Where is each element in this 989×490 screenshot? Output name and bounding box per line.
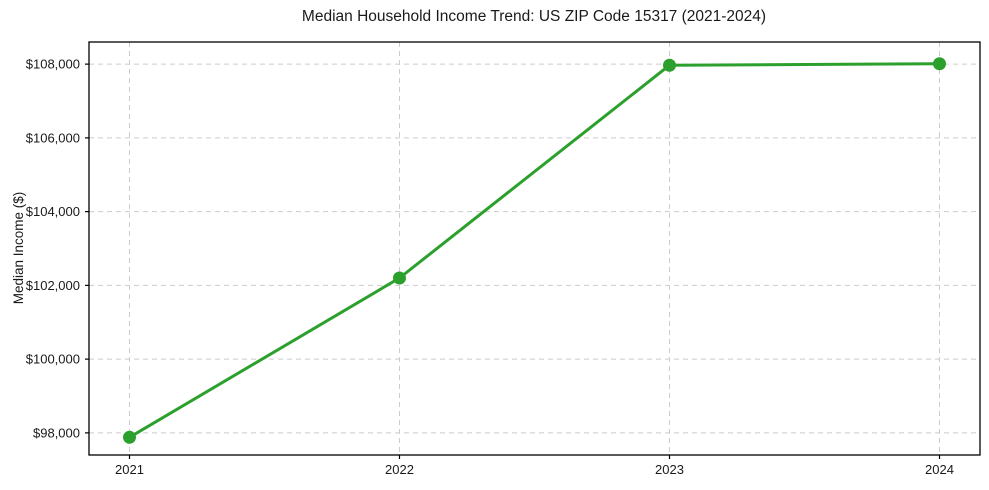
axes-layer: $98,000 $100,000 $102,000 $104,000 $106,000 $… (26, 41, 981, 477)
plot-border (88, 41, 981, 456)
data-point-2022 (393, 271, 406, 285)
x-tick-label: 2023 (655, 462, 684, 477)
y-tick-label: $106,000 (26, 130, 80, 145)
gridlines-layer (89, 42, 980, 455)
trend-line (128, 62, 941, 439)
y-tick-label: $104,000 (26, 204, 80, 219)
x-tick-label: 2024 (925, 462, 954, 477)
y-tick-label: $98,000 (33, 425, 80, 440)
y-tick-label: $102,000 (26, 278, 80, 293)
data-point-2024 (933, 57, 946, 71)
y-axis-label: Median Income ($) (11, 192, 26, 305)
x-tick-label: 2022 (385, 462, 414, 477)
y-tick-label: $100,000 (26, 352, 80, 367)
data-series-layer (123, 57, 946, 444)
data-point-2021 (123, 430, 136, 444)
x-tick-label: 2021 (115, 462, 144, 477)
chart-title: Median Household Income Trend: US ZIP Co… (302, 8, 766, 25)
y-tick-label: $108,000 (26, 57, 80, 72)
data-point-2023 (663, 58, 676, 72)
